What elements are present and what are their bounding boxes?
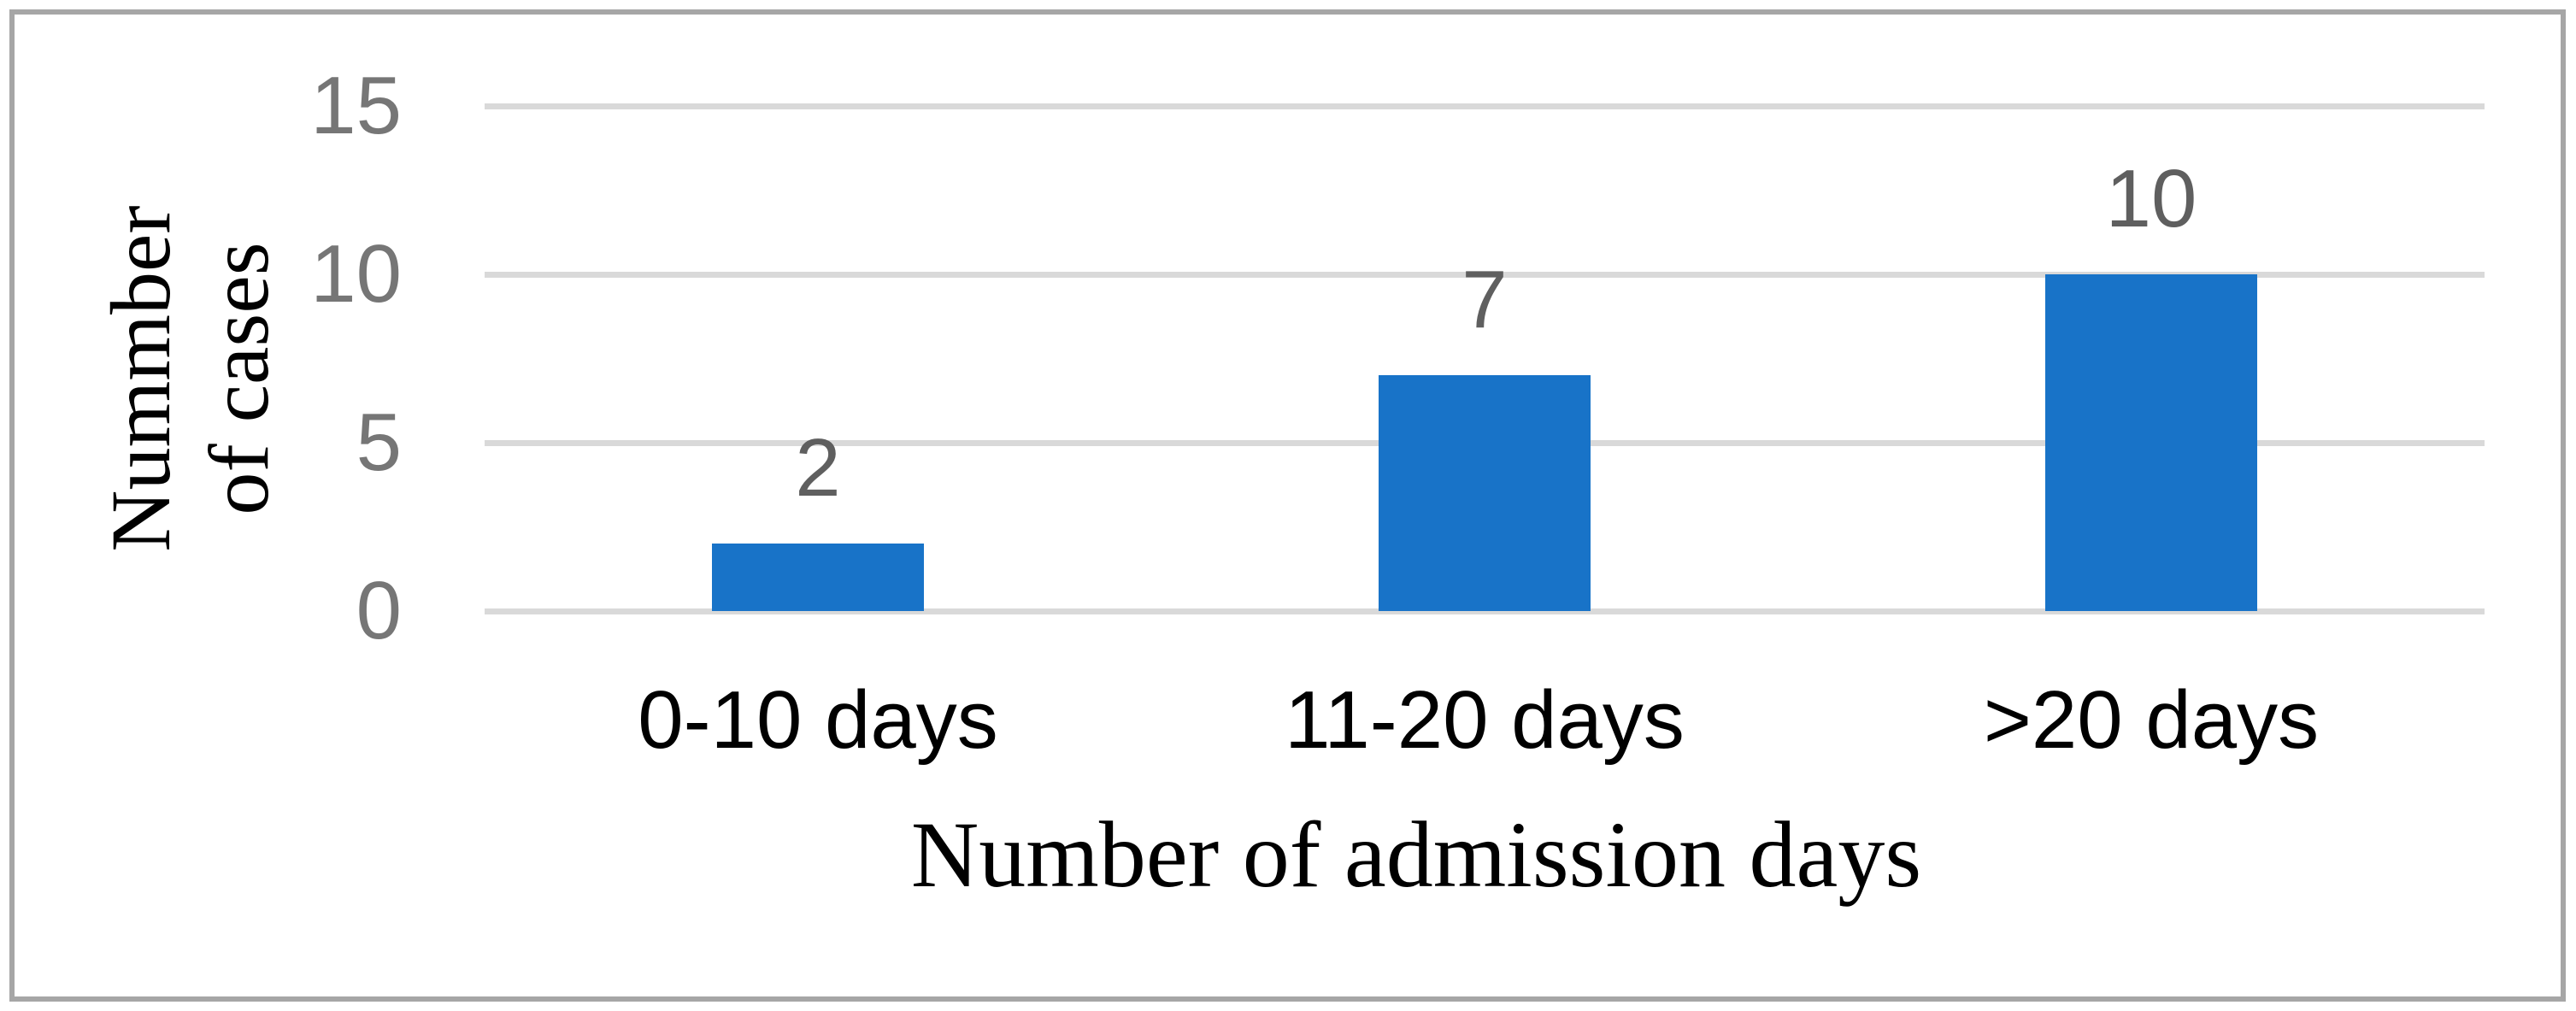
y-tick-label: 10 xyxy=(310,228,402,320)
y-axis-title-line2: of cases xyxy=(191,242,286,515)
bar-2 xyxy=(1379,375,1591,611)
data-label: 2 xyxy=(795,422,841,514)
y-tick-label: 0 xyxy=(356,565,402,656)
x-category-label: >20 days xyxy=(1983,674,2320,766)
bar-3 xyxy=(2045,274,2257,611)
x-axis-title: Number of admission days xyxy=(910,802,1922,907)
y-axis-title-line1: Nummber xyxy=(93,205,188,552)
data-label: 10 xyxy=(2105,153,2197,244)
bar-1 xyxy=(712,544,924,611)
gridline-y-15 xyxy=(485,103,2485,109)
x-category-label: 11-20 days xyxy=(1285,674,1685,766)
data-label: 7 xyxy=(1461,254,1508,345)
y-axis-title: Nummber of cases xyxy=(91,205,288,551)
y-tick-label: 15 xyxy=(310,60,402,151)
gridline-y-10 xyxy=(485,272,2485,278)
x-category-label: 0-10 days xyxy=(638,674,998,766)
gridline-y-0 xyxy=(485,608,2485,614)
y-tick-label: 5 xyxy=(356,397,402,488)
